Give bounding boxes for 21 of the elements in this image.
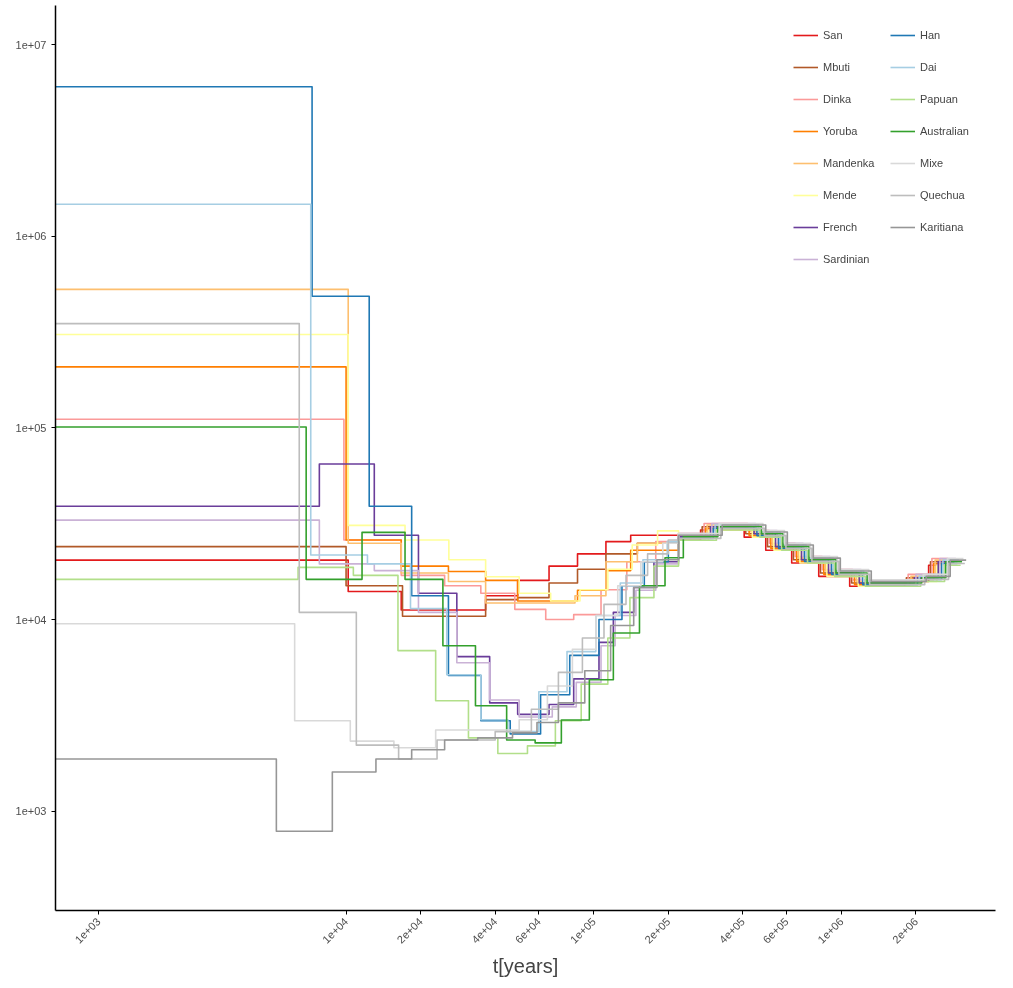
legend-label: Dai	[920, 61, 938, 73]
legend-label: Mende	[823, 189, 858, 201]
legend-label: Dinka	[823, 93, 853, 105]
legend-label: Australian	[920, 125, 970, 137]
legend-label: French	[823, 221, 859, 233]
y-tick-label: 1e+04	[15, 613, 47, 626]
legend-label: Sardinian	[823, 253, 871, 265]
legend-label: Mandenka	[823, 157, 876, 169]
legend-label: Mbuti	[823, 61, 851, 73]
legend-label: Mixe	[920, 157, 945, 169]
y-tick-label: 1e+07	[15, 38, 47, 51]
legend-label: Quechua	[920, 189, 966, 201]
legend-label: Karitiana	[920, 221, 965, 233]
legend-label: Han	[920, 29, 942, 41]
y-tick-label: 1e+05	[15, 421, 47, 434]
legend-label: Papuan	[920, 93, 959, 105]
legend-label: Yoruba	[823, 125, 859, 137]
x-axis-title: t[years]	[492, 955, 559, 977]
y-tick-label: 1e+03	[15, 805, 47, 818]
y-tick-label: 1e+06	[15, 230, 47, 243]
legend-label: San	[823, 29, 844, 41]
